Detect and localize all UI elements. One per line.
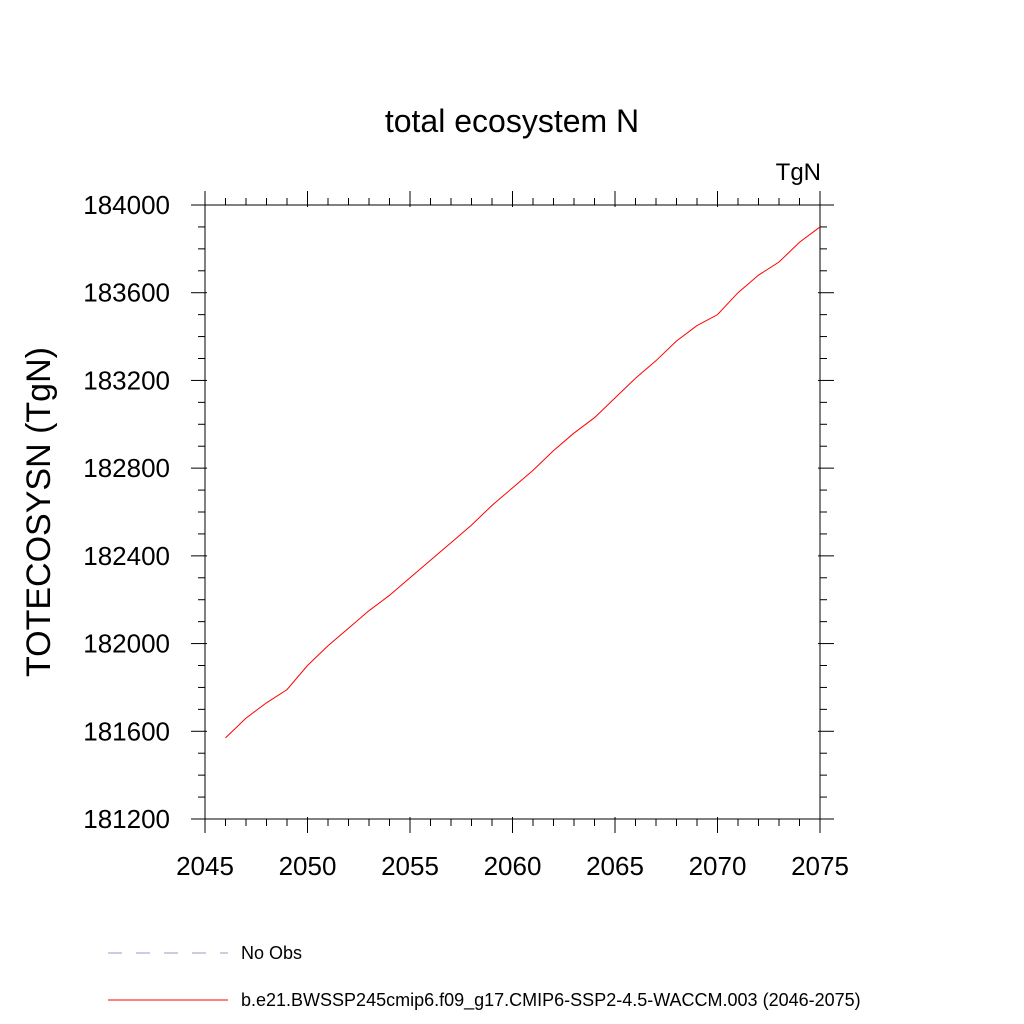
series-line-0 [225,226,821,739]
y-tick-label: 182800 [83,453,170,483]
y-tick-label: 181200 [83,804,170,834]
y-tick-label: 184000 [83,190,170,220]
x-tick-label: 2050 [279,851,337,881]
legend-label-series: b.e21.BWSSP245cmip6.f09_g17.CMIP6-SSP2-4… [241,990,861,1011]
legend-label-no-obs: No Obs [241,943,302,963]
x-tick-label: 2055 [381,851,439,881]
y-tick-label: 183200 [83,365,170,395]
y-tick-label: 181600 [83,716,170,746]
minor-ticks [198,198,827,826]
x-tick-label: 2070 [689,851,747,881]
x-tick-label: 2045 [176,851,234,881]
x-tick-labels: 2045 2050 2055 2060 2065 2070 2075 [176,851,849,881]
x-tick-label: 2065 [586,851,644,881]
x-tick-label: 2060 [484,851,542,881]
chart-title: total ecosystem N [385,103,639,139]
y-tick-label: 183600 [83,278,170,308]
y-tick-label: 182400 [83,541,170,571]
y-tick-label: 182000 [83,629,170,659]
y-axis-label: TOTECOSYSN (TgN) [20,347,58,677]
series-lines [225,226,821,739]
legend: No Obs b.e21.BWSSP245cmip6.f09_g17.CMIP6… [108,943,861,1011]
y-tick-labels: 181200 181600 182000 182400 182800 183200 1836… [83,190,170,834]
x-tick-label: 2075 [791,851,849,881]
units-label: TgN [776,159,821,186]
major-ticks [191,191,834,833]
